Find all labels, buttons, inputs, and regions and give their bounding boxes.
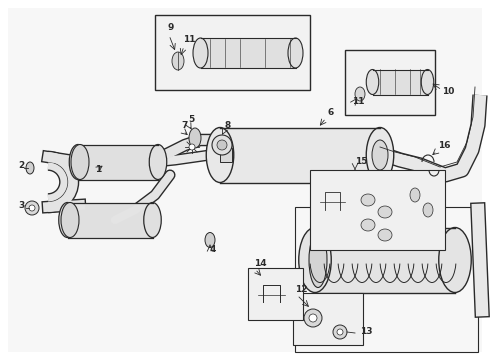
Ellipse shape	[361, 194, 375, 206]
Bar	[372, 69, 427, 95]
Bar	[220, 127, 380, 183]
Text: 15: 15	[355, 157, 368, 166]
Ellipse shape	[421, 69, 434, 95]
Ellipse shape	[61, 202, 79, 238]
Circle shape	[217, 140, 227, 150]
Text: 7: 7	[181, 121, 187, 130]
Circle shape	[189, 144, 195, 150]
Ellipse shape	[59, 202, 76, 238]
Text: 16: 16	[438, 141, 450, 150]
Circle shape	[337, 329, 343, 335]
Ellipse shape	[366, 69, 379, 95]
Bar	[68, 202, 152, 238]
Ellipse shape	[355, 87, 365, 101]
Text: 8: 8	[224, 121, 230, 130]
Ellipse shape	[288, 38, 303, 68]
Circle shape	[25, 201, 39, 215]
Ellipse shape	[439, 228, 471, 292]
Bar	[248, 268, 303, 320]
Circle shape	[29, 205, 35, 211]
Circle shape	[212, 135, 232, 155]
Ellipse shape	[366, 127, 394, 183]
Bar	[200, 38, 295, 68]
Ellipse shape	[361, 219, 375, 231]
Text: 1: 1	[95, 165, 101, 174]
Text: 11: 11	[352, 97, 365, 106]
Text: 13: 13	[360, 327, 372, 336]
Text: 12: 12	[295, 285, 308, 294]
Circle shape	[309, 314, 317, 322]
Ellipse shape	[378, 206, 392, 218]
Text: 3: 3	[18, 201, 24, 210]
Text: 6: 6	[328, 108, 334, 117]
Bar	[345, 50, 435, 115]
Text: 9: 9	[167, 23, 173, 32]
Bar	[155, 15, 310, 90]
Ellipse shape	[423, 203, 433, 217]
Bar	[295, 207, 478, 352]
Text: 10: 10	[442, 87, 454, 96]
Ellipse shape	[71, 144, 89, 180]
Ellipse shape	[372, 140, 388, 170]
Bar	[220, 148, 232, 162]
Ellipse shape	[69, 144, 87, 180]
Ellipse shape	[26, 162, 34, 174]
Circle shape	[304, 309, 322, 327]
Ellipse shape	[144, 202, 161, 238]
Text: 14: 14	[254, 259, 267, 268]
Bar	[310, 170, 445, 250]
Bar	[293, 293, 363, 345]
Ellipse shape	[378, 229, 392, 241]
Ellipse shape	[172, 52, 184, 70]
Ellipse shape	[299, 228, 331, 292]
Text: 2: 2	[18, 161, 24, 170]
Text: 5: 5	[188, 115, 194, 124]
Ellipse shape	[206, 127, 234, 183]
Ellipse shape	[193, 38, 208, 68]
Text: 11: 11	[183, 35, 196, 44]
Ellipse shape	[309, 233, 327, 288]
Ellipse shape	[410, 188, 420, 202]
Bar	[315, 228, 455, 292]
Text: 4: 4	[210, 245, 217, 254]
Circle shape	[333, 325, 347, 339]
Ellipse shape	[149, 144, 167, 180]
Ellipse shape	[189, 128, 201, 148]
Bar	[78, 144, 158, 180]
Ellipse shape	[205, 233, 215, 248]
